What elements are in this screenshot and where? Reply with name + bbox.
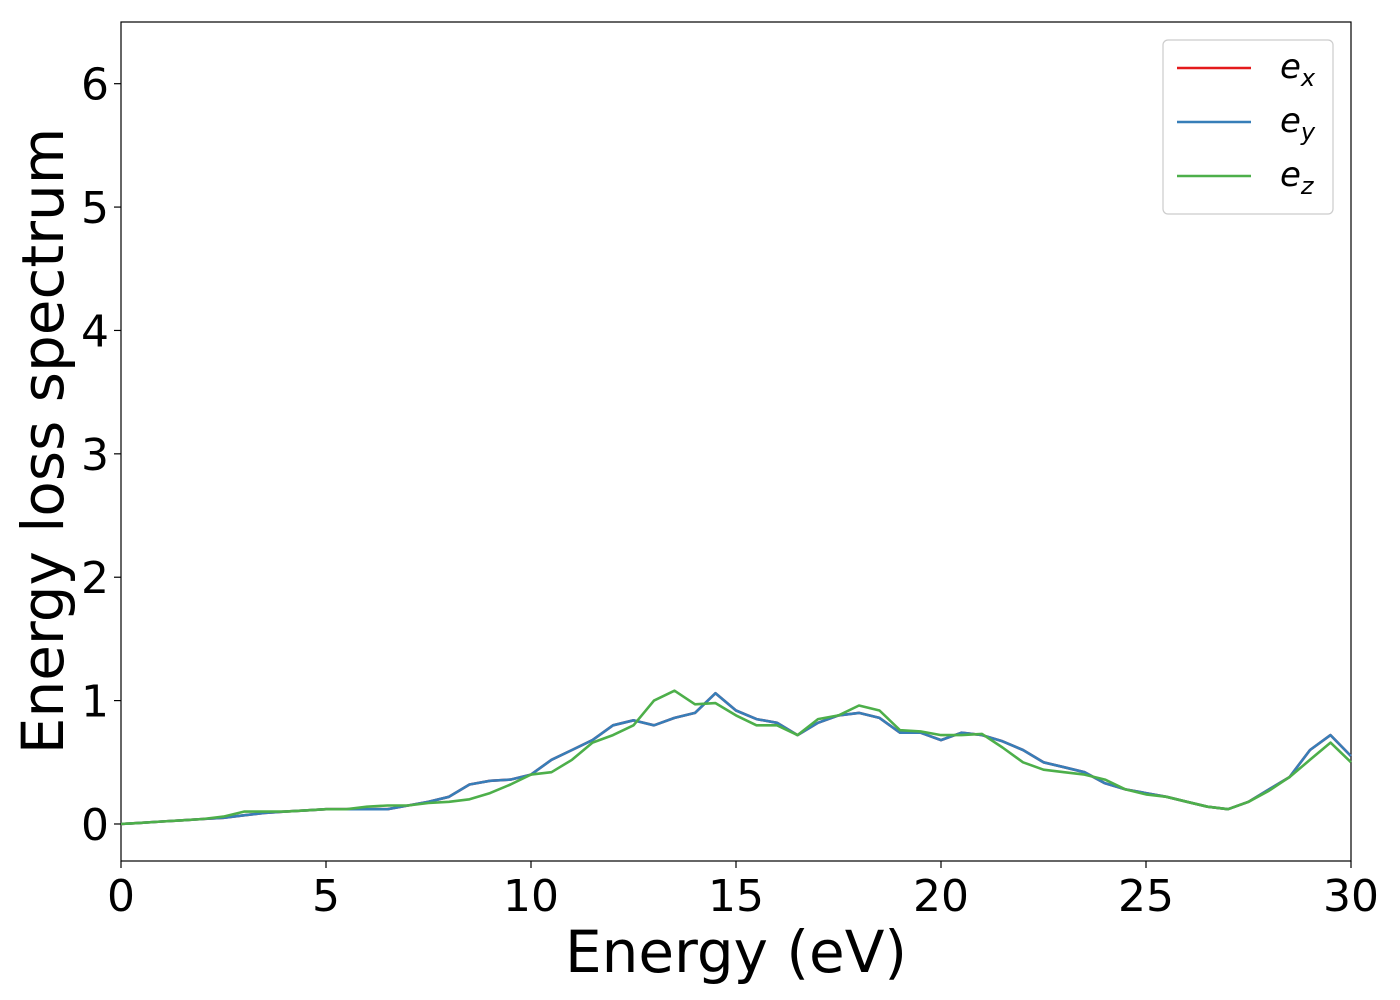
legend-label-x: ex <box>1280 47 1316 92</box>
y-tick-label: 6 <box>81 60 109 111</box>
y-tick-label: 0 <box>81 800 109 851</box>
x-axis-title: Energy (eV) <box>565 918 907 986</box>
y-tick-label: 3 <box>81 430 109 481</box>
series-lines <box>120 689 1352 826</box>
y-tick-label: 4 <box>81 306 109 357</box>
y-tick-label: 5 <box>81 183 109 234</box>
y-tick-label: 2 <box>81 553 109 604</box>
y-tick-label: 1 <box>81 677 109 728</box>
legend-label-z: ez <box>1280 155 1315 200</box>
x-tick-label: 10 <box>503 871 559 922</box>
x-tick-label: 15 <box>708 871 764 922</box>
x-tick-label: 20 <box>913 871 969 922</box>
x-axis-ticks: 0 5 10 15 20 25 30 <box>107 861 1379 922</box>
legend-box <box>1162 39 1334 215</box>
legend: ex ey ez <box>1162 39 1334 215</box>
legend-label-y: ey <box>1280 101 1316 146</box>
y-axis-title: Energy loss spectrum <box>9 128 77 754</box>
x-tick-label: 30 <box>1323 871 1379 922</box>
series-line-z <box>120 689 1352 826</box>
x-tick-label: 0 <box>107 871 135 922</box>
y-axis-ticks: 0 1 2 3 4 5 6 <box>81 60 121 851</box>
x-tick-label: 25 <box>1118 871 1174 922</box>
x-tick-label: 5 <box>312 871 340 922</box>
